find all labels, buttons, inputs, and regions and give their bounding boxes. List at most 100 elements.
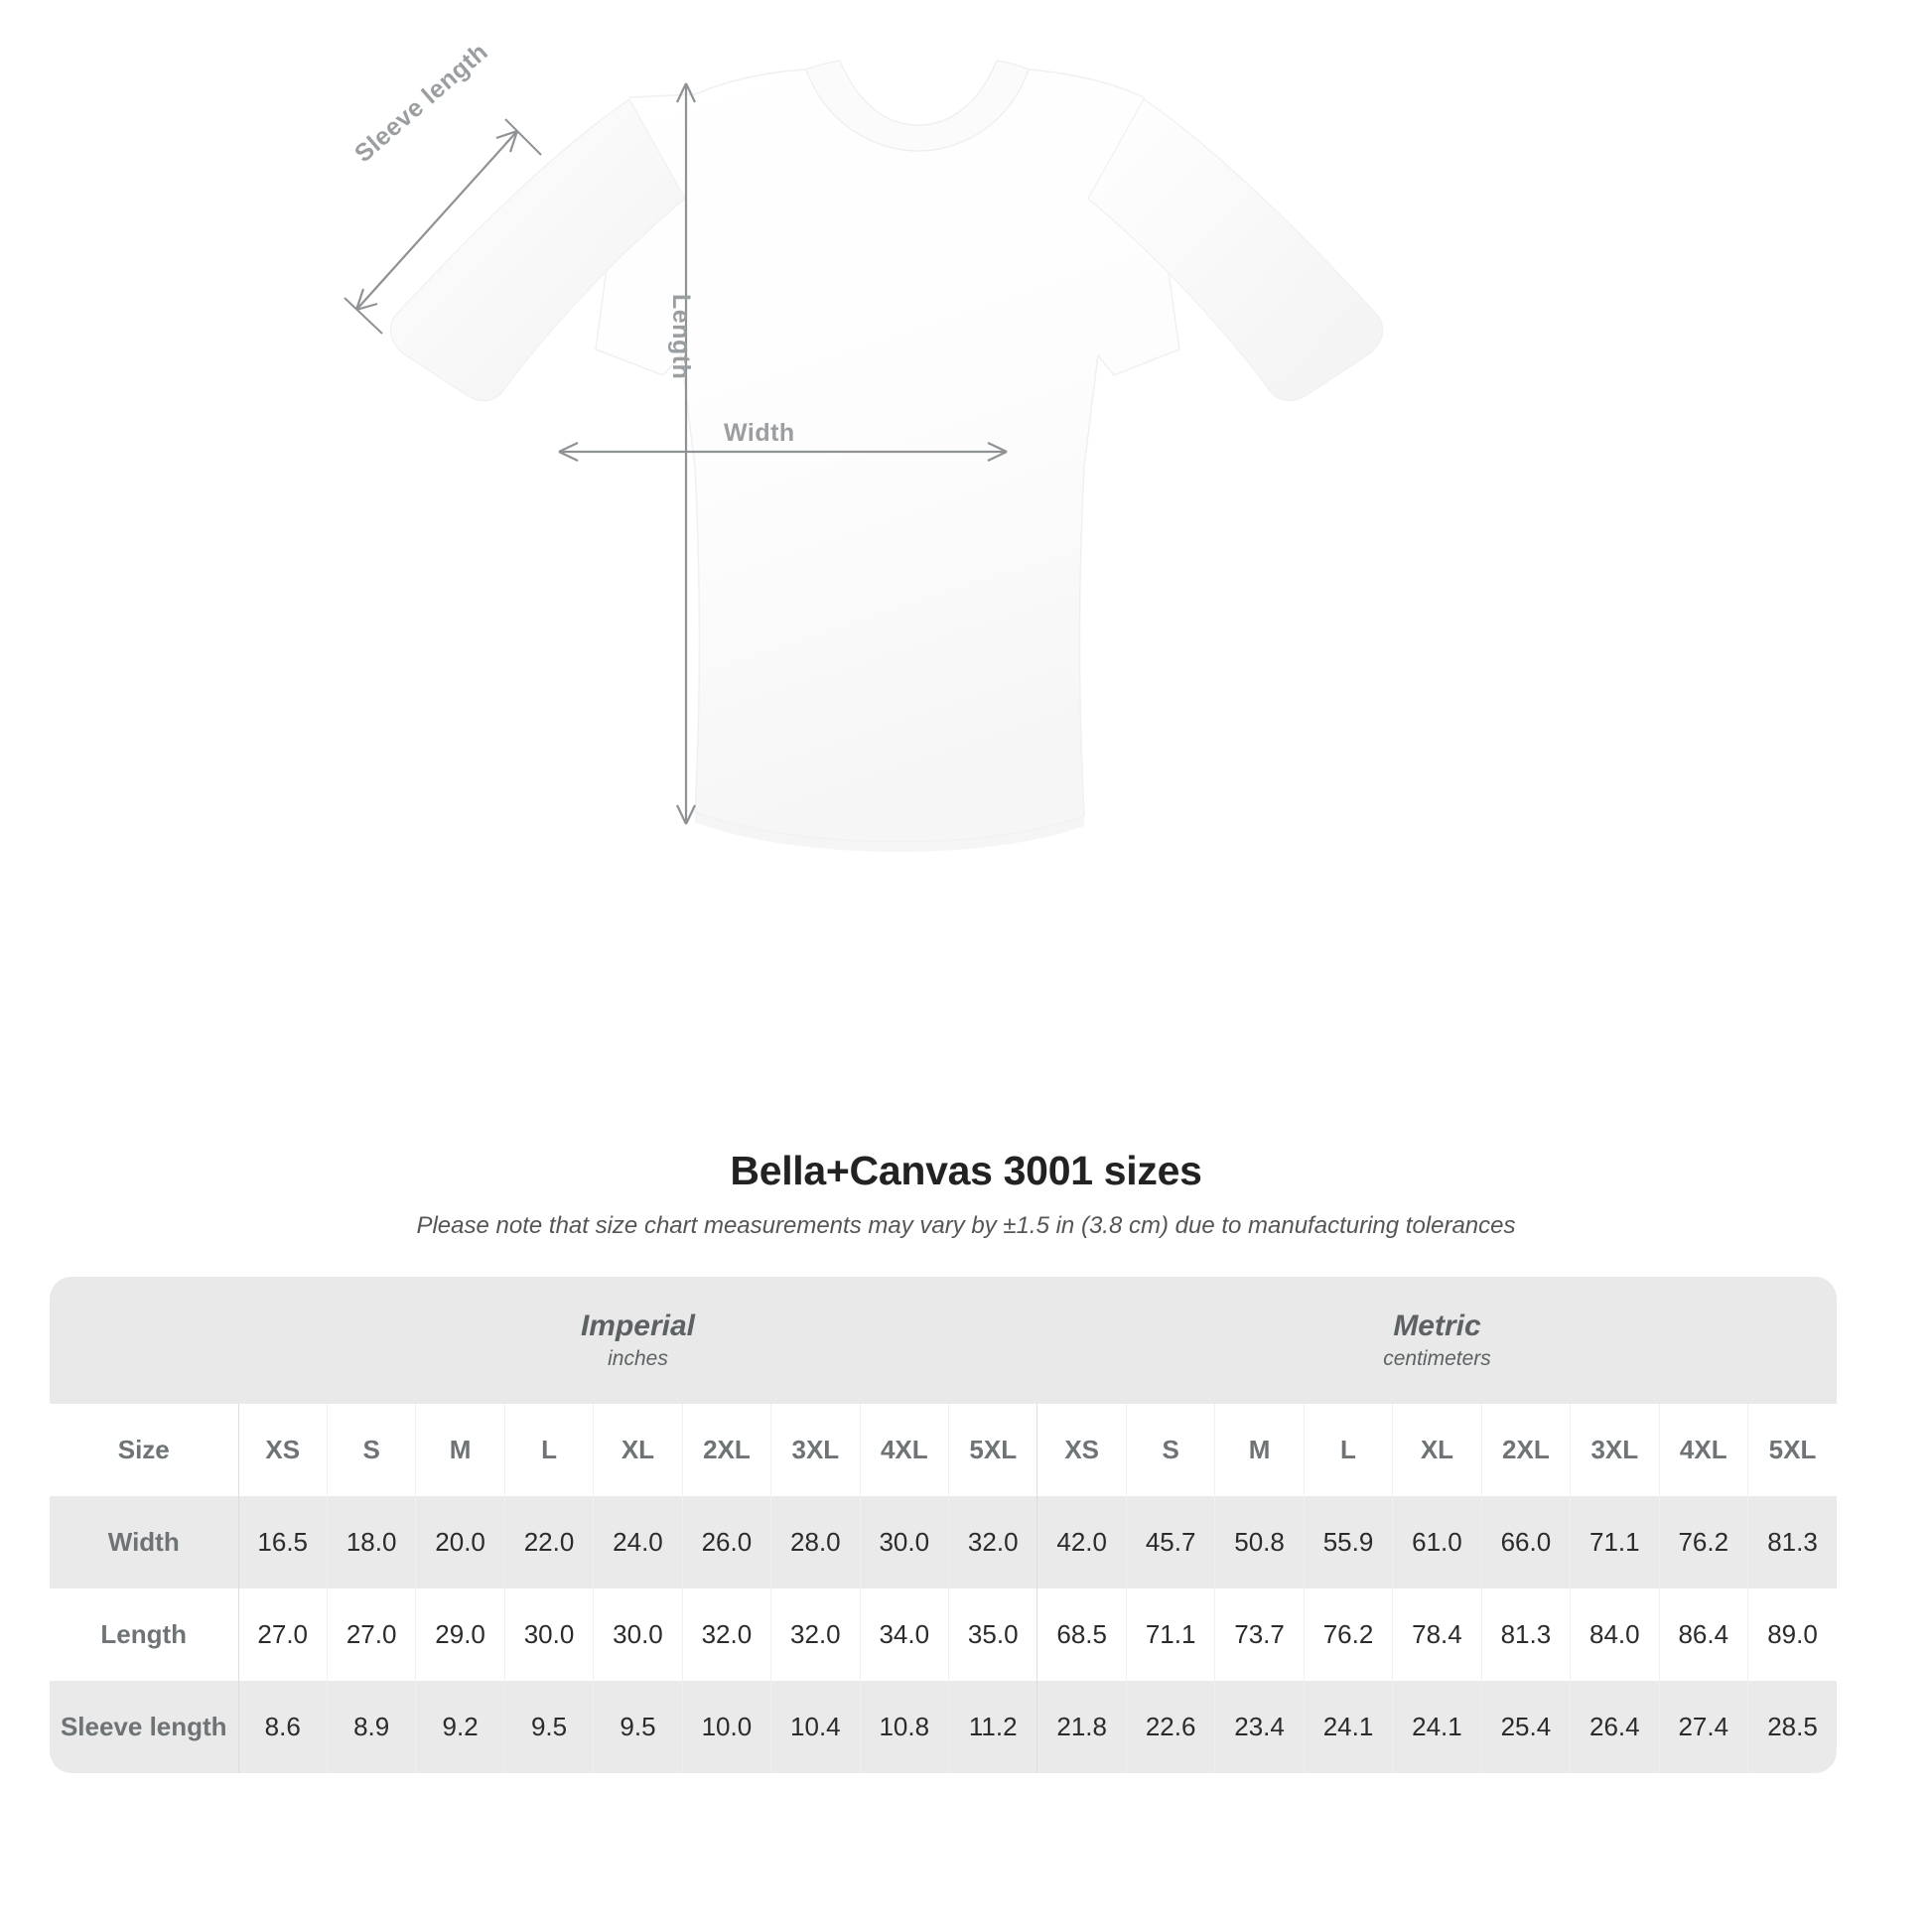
cell-width-metric-5xl: 81.3 [1746, 1496, 1837, 1588]
unit-group-row: Imperial inches Metric centimeters [50, 1277, 1837, 1404]
cell-sleeve-metric-2xl: 25.4 [1480, 1681, 1571, 1773]
size-table-container: Imperial inches Metric centimeters Size … [50, 1277, 1837, 1773]
cell-width-imperial-4xl: 30.0 [859, 1496, 949, 1588]
cell-sleeve-imperial-m: 9.2 [415, 1681, 505, 1773]
tshirt-illustration [344, 60, 1384, 852]
header-size-5xl: 5XL [947, 1404, 1037, 1496]
header-size-m-metric: M [1214, 1404, 1305, 1496]
cell-width-metric-m: 50.8 [1214, 1496, 1305, 1588]
row-label-sleeve-length: Sleeve length [60, 1712, 227, 1741]
table-row: Width 16.5 18.0 20.0 22.0 24.0 26.0 28.0… [50, 1496, 1837, 1588]
cell-width-metric-4xl: 76.2 [1658, 1496, 1748, 1588]
header-size-s-metric: S [1125, 1404, 1215, 1496]
cell-sleeve-imperial-xl: 9.5 [593, 1681, 683, 1773]
tshirt-diagram: Sleeve length Length Width [0, 0, 1932, 894]
table-row: Length 27.0 27.0 29.0 30.0 30.0 32.0 32.… [50, 1588, 1837, 1681]
cell-sleeve-imperial-5xl: 11.2 [947, 1681, 1037, 1773]
header-size-3xl-metric: 3XL [1570, 1404, 1660, 1496]
sleeve-arrowhead-end [495, 129, 519, 153]
cell-width-metric-xs: 42.0 [1036, 1496, 1127, 1588]
unit-spacer [50, 1277, 238, 1404]
length-arrowhead-top [676, 82, 696, 103]
header-size-4xl: 4XL [859, 1404, 949, 1496]
size-table: Imperial inches Metric centimeters Size … [50, 1277, 1837, 1773]
row-label-length: Length [100, 1619, 188, 1649]
length-dimension [676, 82, 696, 825]
cell-length-metric-l: 76.2 [1303, 1588, 1393, 1681]
cell-length-imperial-xs: 27.0 [237, 1588, 328, 1681]
cell-length-imperial-l: 30.0 [503, 1588, 594, 1681]
page-subtitle: Please note that size chart measurements… [416, 1212, 1516, 1239]
cell-length-imperial-m: 29.0 [415, 1588, 505, 1681]
cell-length-imperial-3xl: 32.0 [770, 1588, 861, 1681]
sleeve-arrowhead-start [354, 288, 378, 312]
cell-sleeve-imperial-l: 9.5 [503, 1681, 594, 1773]
row-label-width: Width [107, 1527, 180, 1557]
measurement-lines [344, 82, 1008, 825]
unit-group-imperial-name: Imperial [580, 1309, 696, 1342]
cell-length-metric-4xl: 86.4 [1658, 1588, 1748, 1681]
cell-sleeve-metric-3xl: 26.4 [1570, 1681, 1660, 1773]
cell-length-metric-s: 71.1 [1125, 1588, 1215, 1681]
header-size-5xl-metric: 5XL [1746, 1404, 1837, 1496]
cell-sleeve-imperial-4xl: 10.8 [859, 1681, 949, 1773]
header-size-l: L [503, 1404, 594, 1496]
header-size-xl: XL [593, 1404, 683, 1496]
cell-width-imperial-s: 18.0 [326, 1496, 416, 1588]
length-arrowhead-bottom [676, 804, 696, 825]
header-size-l-metric: L [1303, 1404, 1393, 1496]
cell-sleeve-metric-4xl: 27.4 [1658, 1681, 1748, 1773]
width-arrowhead-right [987, 442, 1008, 462]
table-header-row: Size XS S M L XL 2XL 3XL 4XL 5XL XS S M … [50, 1404, 1837, 1496]
header-size-xs-metric: XS [1036, 1404, 1127, 1496]
cell-width-imperial-xs: 16.5 [237, 1496, 328, 1588]
header-size-xs: XS [237, 1404, 328, 1496]
shirt-hem [695, 812, 1084, 852]
sleeve-tick-start [344, 297, 383, 335]
cell-sleeve-metric-5xl: 28.5 [1746, 1681, 1837, 1773]
sleeve-tick-end [504, 118, 542, 156]
cell-sleeve-imperial-xs: 8.6 [237, 1681, 328, 1773]
cell-length-imperial-xl: 30.0 [593, 1588, 683, 1681]
cell-length-imperial-s: 27.0 [326, 1588, 416, 1681]
width-dimension [558, 442, 1008, 462]
cell-width-imperial-l: 22.0 [503, 1496, 594, 1588]
unit-group-imperial-unit: inches [608, 1347, 668, 1371]
cell-length-imperial-4xl: 34.0 [859, 1588, 949, 1681]
cell-length-imperial-5xl: 35.0 [947, 1588, 1037, 1681]
shirt-sleeve-right-shape [1087, 98, 1384, 402]
unit-group-metric-name: Metric [1393, 1309, 1481, 1342]
cell-sleeve-imperial-3xl: 10.4 [770, 1681, 861, 1773]
sleeve-length-arrow-line [355, 130, 518, 311]
cell-sleeve-metric-m: 23.4 [1214, 1681, 1305, 1773]
header-size-4xl-metric: 4XL [1658, 1404, 1748, 1496]
width-label: Width [724, 419, 795, 447]
unit-group-metric-unit: centimeters [1383, 1347, 1491, 1371]
cell-length-metric-xs: 68.5 [1036, 1588, 1127, 1681]
unit-group-imperial: Imperial inches [238, 1277, 1037, 1404]
header-size-xl-metric: XL [1392, 1404, 1482, 1496]
page-title: Bella+Canvas 3001 sizes [730, 1148, 1202, 1193]
cell-width-imperial-2xl: 26.0 [681, 1496, 771, 1588]
cell-width-imperial-5xl: 32.0 [947, 1496, 1037, 1588]
cell-sleeve-imperial-2xl: 10.0 [681, 1681, 771, 1773]
shirt-collar [805, 60, 1030, 152]
header-size-2xl: 2XL [681, 1404, 771, 1496]
cell-length-metric-xl: 78.4 [1392, 1588, 1482, 1681]
cell-sleeve-metric-l: 24.1 [1303, 1681, 1393, 1773]
cell-width-metric-2xl: 66.0 [1480, 1496, 1571, 1588]
unit-group-metric: Metric centimeters [1037, 1277, 1837, 1404]
length-label: Length [667, 294, 695, 380]
cell-sleeve-imperial-s: 8.9 [326, 1681, 416, 1773]
cell-sleeve-metric-s: 22.6 [1125, 1681, 1215, 1773]
table-row: Sleeve length 8.6 8.9 9.2 9.5 9.5 10.0 1… [50, 1681, 1837, 1773]
width-arrowhead-left [558, 442, 579, 462]
shirt-sleeve-left-shape [389, 98, 686, 402]
sleeve-length-dimension [344, 118, 542, 335]
header-size-s: S [326, 1404, 416, 1496]
cell-width-metric-l: 55.9 [1303, 1496, 1393, 1588]
cell-width-imperial-m: 20.0 [415, 1496, 505, 1588]
cell-sleeve-metric-xl: 24.1 [1392, 1681, 1482, 1773]
cell-length-metric-3xl: 84.0 [1570, 1588, 1660, 1681]
